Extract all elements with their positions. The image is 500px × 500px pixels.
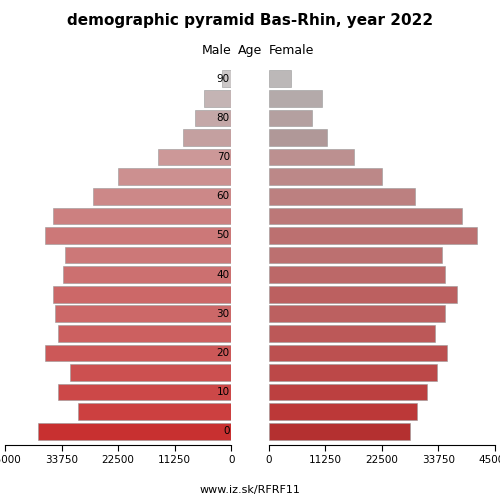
Bar: [269, 404, 417, 420]
Bar: [269, 227, 478, 244]
Bar: [269, 384, 427, 400]
Text: Age: Age: [238, 44, 262, 58]
Bar: [269, 110, 312, 126]
Text: Female: Female: [269, 44, 314, 58]
Bar: [52, 286, 231, 302]
Bar: [222, 70, 231, 87]
Bar: [269, 168, 382, 185]
Bar: [269, 266, 444, 283]
Bar: [269, 423, 410, 440]
Text: demographic pyramid Bas-Rhin, year 2022: demographic pyramid Bas-Rhin, year 2022: [67, 12, 433, 28]
Bar: [118, 168, 231, 185]
Text: www.iz.sk/RFRF11: www.iz.sk/RFRF11: [200, 485, 300, 495]
Bar: [269, 325, 434, 342]
Bar: [45, 344, 231, 362]
Bar: [93, 188, 231, 204]
Bar: [56, 306, 231, 322]
Bar: [58, 384, 231, 400]
Bar: [269, 188, 414, 204]
Bar: [158, 148, 231, 166]
Bar: [195, 110, 231, 126]
Bar: [269, 364, 437, 381]
Bar: [269, 246, 442, 264]
Bar: [45, 227, 231, 244]
Bar: [269, 306, 444, 322]
Bar: [78, 404, 231, 420]
Text: Male: Male: [202, 44, 231, 58]
Bar: [269, 129, 326, 146]
Bar: [269, 70, 291, 87]
Bar: [269, 208, 462, 224]
Bar: [269, 286, 458, 302]
Bar: [58, 325, 231, 342]
Bar: [184, 129, 231, 146]
Bar: [66, 246, 231, 264]
Bar: [70, 364, 231, 381]
Bar: [63, 266, 231, 283]
Bar: [38, 423, 231, 440]
Bar: [269, 90, 322, 106]
Bar: [52, 208, 231, 224]
Bar: [269, 148, 354, 166]
Bar: [269, 344, 448, 362]
Bar: [204, 90, 231, 106]
